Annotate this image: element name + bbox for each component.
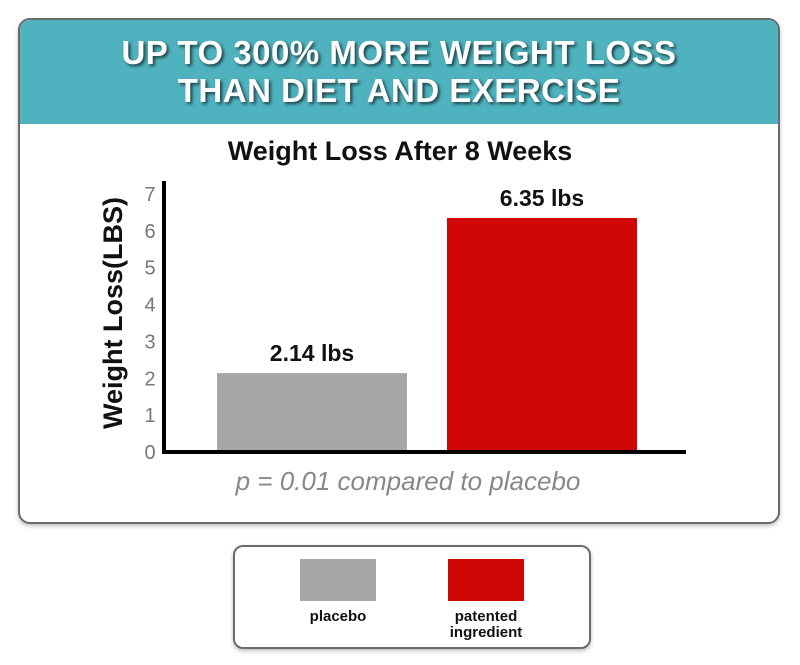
data-label-placebo: 2.14 lbs <box>270 340 354 366</box>
legend-label-placebo: placebo <box>309 608 367 625</box>
chart-card: UP TO 300% MORE WEIGHT LOSS THAN DIET AN… <box>18 18 780 524</box>
bar-patented-ingredient <box>447 217 637 452</box>
legend-label-patented-ingredient: patented ingredient <box>449 608 523 641</box>
headline-banner: UP TO 300% MORE WEIGHT LOSS THAN DIET AN… <box>20 20 778 124</box>
y-tick-label-5: 5 <box>144 258 155 280</box>
legend-swatch-placebo <box>300 559 376 601</box>
legend-item-placebo: placebo <box>273 559 403 625</box>
y-tick-label-7: 7 <box>144 184 155 206</box>
legend-swatch-patented-ingredient <box>448 559 524 601</box>
legend: placebo patented ingredient <box>233 545 591 649</box>
data-label-patented-ingredient: 6.35 lbs <box>500 185 584 211</box>
y-tick-label-6: 6 <box>144 221 155 243</box>
bar-placebo <box>217 373 407 452</box>
headline-line-1: UP TO 300% MORE WEIGHT LOSS <box>121 34 677 71</box>
bar-chart: Weight Loss After 8 Weeks Weight Loss(LBS… <box>98 136 686 496</box>
chart-title: Weight Loss After 8 Weeks <box>228 136 573 166</box>
p-value-annotation: p = 0.01 compared to placebo <box>235 466 581 496</box>
y-tick-label-4: 4 <box>144 295 155 317</box>
y-tick-label-2: 2 <box>144 368 155 390</box>
y-tick-label-3: 3 <box>144 331 155 353</box>
headline-line-2: THAN DIET AND EXERCISE <box>177 72 621 109</box>
y-axis-label: Weight Loss(LBS) <box>98 197 128 429</box>
y-tick-label-0: 0 <box>144 442 155 464</box>
legend-item-patented-ingredient: patented ingredient <box>421 559 551 641</box>
y-tick-label-1: 1 <box>144 405 155 427</box>
